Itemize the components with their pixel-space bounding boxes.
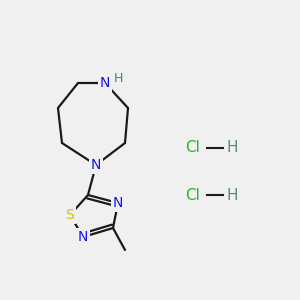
Text: Cl: Cl xyxy=(185,188,200,202)
Text: Cl: Cl xyxy=(185,140,200,155)
Text: N: N xyxy=(78,230,88,244)
Text: N: N xyxy=(100,76,110,90)
Text: N: N xyxy=(91,158,101,172)
Text: H: H xyxy=(227,188,238,202)
Text: S: S xyxy=(66,208,74,222)
Text: N: N xyxy=(113,196,123,210)
Text: H: H xyxy=(114,71,123,85)
Text: H: H xyxy=(227,140,238,155)
